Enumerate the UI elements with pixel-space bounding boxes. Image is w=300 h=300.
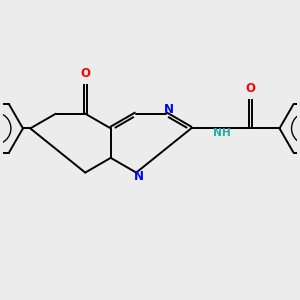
Text: O: O — [80, 67, 90, 80]
Text: N: N — [134, 170, 144, 183]
Text: O: O — [245, 82, 255, 95]
Text: NH: NH — [213, 128, 230, 138]
Text: N: N — [164, 103, 174, 116]
